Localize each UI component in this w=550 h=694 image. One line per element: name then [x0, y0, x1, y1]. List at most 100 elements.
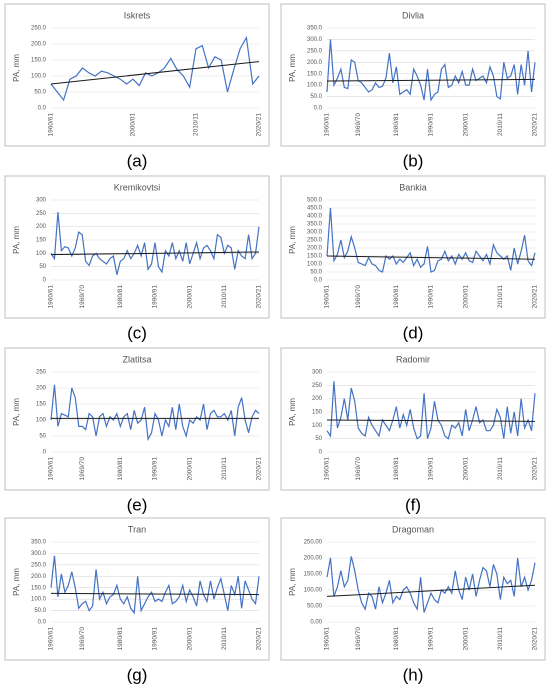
y-tick-label: 50	[315, 436, 322, 442]
x-tick-label: 1969/70	[79, 457, 86, 481]
x-tick-label: 1960/61	[324, 113, 331, 137]
x-tick-label: 1969/70	[355, 457, 362, 481]
x-tick-label: 1980/81	[393, 285, 400, 309]
y-tick-label: 400.0	[307, 214, 323, 220]
x-tick-label: 1990/91	[152, 627, 159, 651]
y-tick-label: 150	[36, 402, 47, 408]
y-tick-label: 50	[39, 264, 46, 270]
y-tick-label: 0.00	[310, 620, 322, 626]
data-line	[50, 211, 260, 275]
panel-label: (h)	[403, 665, 424, 684]
x-tick-label: 2010/11	[497, 627, 504, 650]
data-line	[326, 556, 536, 613]
data-line	[326, 381, 536, 440]
panel-label: (d)	[403, 323, 424, 342]
x-tick-label: 2010/11	[497, 457, 504, 480]
y-tick-label: 250.0	[31, 26, 47, 32]
x-tick-label: 2000/01	[462, 285, 469, 309]
trend-line	[326, 78, 536, 82]
x-tick-label: 1980/81	[117, 285, 124, 309]
y-axis-label: PA, mm	[288, 54, 297, 82]
y-tick-label: 0.0	[314, 278, 323, 284]
y-tick-label: 100.0	[31, 74, 47, 80]
y-tick-label: 50	[39, 434, 46, 440]
y-tick-label: 300.0	[31, 551, 47, 557]
x-tick-label: 2000/01	[462, 627, 469, 651]
y-tick-label: 150.0	[31, 585, 47, 591]
x-tick-label: 2000/01	[462, 457, 469, 481]
y-tick-label: 250.0	[307, 48, 323, 54]
y-tick-label: 300	[312, 370, 323, 376]
y-tick-label: 200	[312, 396, 323, 402]
x-tick-label: 2020/21	[532, 285, 539, 309]
y-axis-label: PA, mm	[12, 54, 21, 82]
chart-title: Kremikovtsi	[114, 182, 161, 192]
y-axis-label: PA, mm	[288, 568, 297, 596]
y-tick-label: 100.0	[307, 262, 323, 268]
y-tick-label: 0.0	[38, 106, 47, 112]
panel-label: (e)	[127, 495, 148, 514]
y-tick-label: 200	[36, 224, 47, 230]
x-tick-label: 2020/21	[532, 113, 539, 137]
trend-line	[50, 251, 260, 256]
y-tick-label: 100.00	[304, 588, 323, 594]
y-tick-label: 250	[36, 211, 47, 217]
y-tick-label: 150.0	[31, 58, 47, 64]
y-axis-label: PA, mm	[288, 398, 297, 426]
y-axis-label: PA, mm	[12, 226, 21, 254]
x-tick-label: 1990/91	[428, 285, 435, 309]
y-tick-label: 150.00	[304, 572, 323, 578]
y-tick-label: 50.0	[310, 270, 322, 276]
y-tick-label: 0	[319, 450, 323, 456]
y-tick-label: 100.0	[31, 597, 47, 603]
y-tick-label: 200.0	[307, 246, 323, 252]
x-tick-label: 2000/01	[186, 627, 193, 651]
x-tick-label: 2010/11	[497, 285, 504, 308]
x-tick-label: 1960/61	[48, 457, 55, 481]
x-tick-label: 2000/01	[186, 285, 193, 309]
y-tick-label: 200	[36, 386, 47, 392]
y-tick-label: 150.0	[307, 254, 323, 260]
x-tick-label: 1969/70	[79, 285, 86, 309]
y-tick-label: 250	[312, 383, 323, 389]
x-tick-label: 1990/91	[152, 285, 159, 309]
y-tick-label: 250	[36, 370, 47, 376]
x-tick-label: 1960/61	[48, 113, 55, 137]
panel-label: (f)	[405, 495, 421, 514]
chart-title: Iskrets	[124, 10, 151, 20]
y-axis-label: PA, mm	[288, 226, 297, 254]
y-tick-label: 100	[36, 251, 47, 257]
panel	[280, 175, 546, 319]
x-tick-label: 1960/61	[324, 285, 331, 309]
x-tick-label: 2020/21	[256, 457, 263, 481]
y-tick-label: 300.0	[307, 37, 323, 43]
y-tick-label: 300.0	[307, 230, 323, 236]
y-tick-label: 100	[312, 423, 323, 429]
y-tick-label: 250.0	[307, 238, 323, 244]
x-tick-label: 2020/21	[532, 457, 539, 481]
x-tick-label: 1980/81	[393, 457, 400, 481]
y-tick-label: 150	[36, 238, 47, 244]
chart-title: Bankia	[399, 182, 427, 192]
x-tick-label: 1980/81	[117, 627, 124, 651]
x-tick-label: 2000/01	[462, 113, 469, 137]
y-tick-label: 350.0	[31, 540, 47, 546]
y-tick-label: 300	[36, 198, 47, 204]
chart-title: Divlia	[402, 10, 424, 20]
y-tick-label: 50.0	[34, 90, 46, 96]
panel-label: (c)	[127, 323, 147, 342]
x-tick-label: 2010/11	[221, 627, 228, 650]
y-tick-label: 0	[43, 278, 47, 284]
chart-title: Radomir	[396, 354, 430, 364]
x-tick-label: 2010/11	[221, 457, 228, 480]
data-line	[326, 39, 536, 102]
x-tick-label: 2010/11	[497, 113, 504, 136]
y-tick-label: 350.0	[307, 26, 323, 32]
x-tick-label: 2020/21	[256, 113, 263, 137]
chart-title: Tran	[128, 524, 146, 534]
y-tick-label: 0.0	[314, 106, 323, 112]
x-tick-label: 2020/21	[256, 285, 263, 309]
trend-line	[326, 419, 536, 422]
x-tick-label: 1969/70	[79, 627, 86, 651]
